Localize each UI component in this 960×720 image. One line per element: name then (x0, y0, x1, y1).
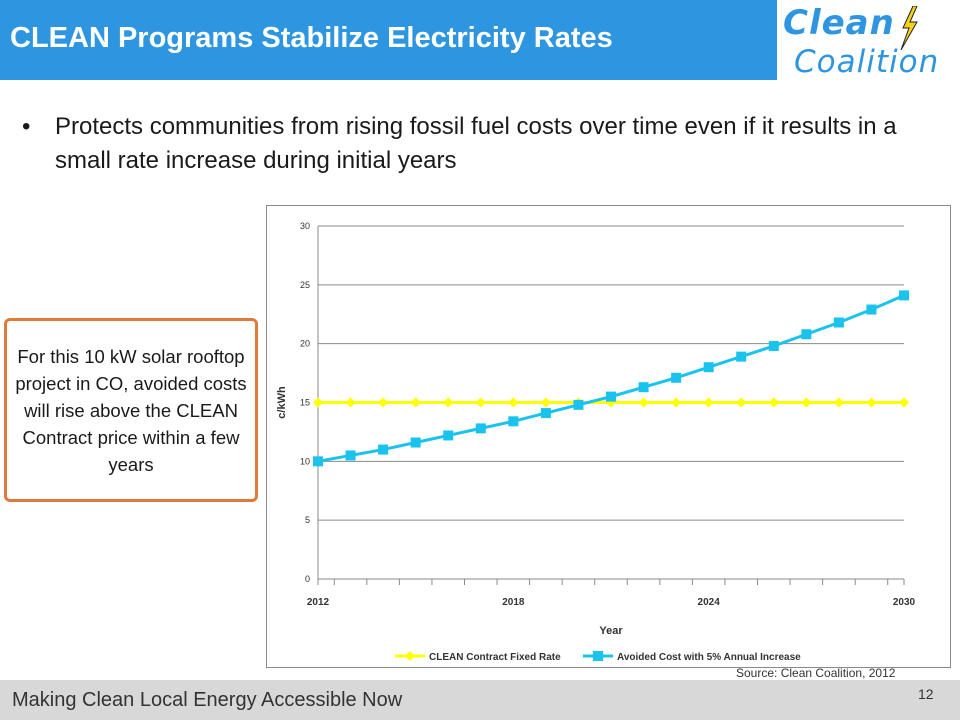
x-axis-title: Year (599, 625, 623, 637)
data-point-diamond (768, 397, 779, 408)
data-point-square (768, 341, 779, 352)
slide-title: CLEAN Programs Stabilize Electricity Rat… (10, 22, 613, 54)
data-point-square (638, 382, 649, 393)
data-point-square (540, 408, 551, 419)
x-tick-label: 2030 (893, 597, 916, 608)
data-point-diamond (345, 397, 356, 408)
series-line (317, 294, 905, 463)
data-point-square (410, 437, 421, 448)
data-point-square (899, 290, 909, 301)
data-point-square (736, 351, 747, 362)
data-point-diamond (443, 397, 454, 408)
logo-coalition-text: Coalition (794, 44, 940, 80)
data-point-square (671, 372, 682, 383)
data-point-square (345, 450, 356, 461)
y-tick-label: 5 (305, 515, 310, 525)
bullet-icon: • (22, 113, 31, 140)
lightning-bolt-icon (900, 6, 918, 50)
data-point-diamond (508, 397, 519, 408)
data-point-square (378, 444, 389, 455)
data-point-diamond (833, 397, 844, 408)
logo-clean-text: Clean (783, 3, 895, 43)
data-point-diamond (475, 397, 486, 408)
legend: CLEAN Contract Fixed Rate Avoided Cost wi… (395, 651, 801, 663)
data-point-diamond (703, 397, 714, 408)
callout-box: For this 10 kW solar rooftop project in … (4, 318, 258, 502)
data-point-diamond (866, 397, 877, 408)
data-point-diamond (313, 397, 323, 408)
data-point-square (313, 456, 323, 467)
legend-label: CLEAN Contract Fixed Rate (429, 652, 561, 663)
y-axis-title: c/kWh (276, 386, 288, 419)
grid-lines (318, 225, 904, 521)
footer-bar: Making Clean Local Energy Accessible Now… (0, 680, 960, 720)
chart-frame: 0 5 10 15 20 25 30 2012 2018 2024 2030 Year c/kWh CLE… (266, 205, 951, 668)
line-chart: 0 5 10 15 20 25 30 2012 2018 2024 2030 Year c/kWh CLE… (276, 221, 916, 663)
footer-text: Making Clean Local Energy Accessible Now (12, 689, 403, 711)
y-tick-label: 25 (300, 280, 310, 290)
data-point-square (866, 304, 877, 315)
legend-marker-diamond (405, 651, 415, 661)
data-point-diamond (671, 397, 682, 408)
y-tick-label: 0 (305, 574, 310, 584)
bullet-text: Protects communities from rising fossil … (55, 113, 897, 174)
data-point-diamond (801, 397, 812, 408)
data-point-diamond (899, 397, 909, 408)
callout-text: For this 10 kW solar rooftop project in … (15, 345, 247, 475)
data-point-square (475, 423, 486, 434)
y-tick-label: 20 (300, 339, 310, 349)
x-tick-label: 2024 (698, 597, 721, 608)
data-point-diamond (638, 397, 649, 408)
title-bar: CLEAN Programs Stabilize Electricity Rat… (0, 0, 777, 80)
data-point-diamond (540, 397, 551, 408)
data-point-diamond (378, 397, 389, 408)
data-point-square (508, 416, 519, 427)
clean-coalition-logo: Clean Coalition (780, 0, 960, 86)
data-point-square (573, 399, 584, 410)
data-point-diamond (410, 397, 421, 408)
data-point-diamond (736, 397, 747, 408)
source-note: Source: Clean Coalition, 2012 (736, 666, 896, 680)
x-tick-label: 2018 (502, 597, 525, 608)
y-tick-label: 30 (300, 221, 310, 231)
data-point-square (606, 391, 616, 402)
page-number: 12 (918, 686, 934, 702)
data-point-square (443, 430, 454, 441)
legend-label: Avoided Cost with 5% Annual Increase (617, 652, 801, 663)
data-point-square (801, 329, 812, 340)
data-point-square (833, 317, 844, 328)
data-point-square (703, 362, 714, 373)
legend-marker-square (593, 651, 603, 661)
x-tick-label: 2012 (307, 597, 330, 608)
y-tick-label: 15 (300, 398, 310, 408)
y-tick-label: 10 (300, 456, 310, 466)
